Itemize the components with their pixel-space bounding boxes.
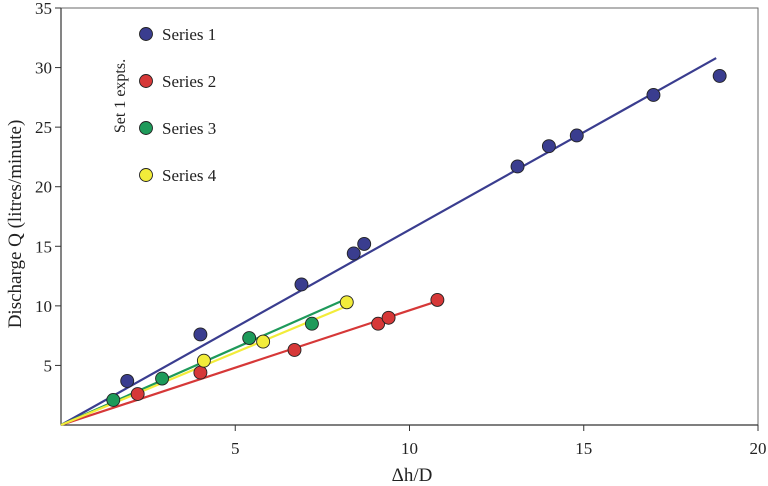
legend-marker-series-2: [139, 74, 153, 88]
legend-label-series-2: Series 2: [162, 72, 216, 91]
legend: Set 1 expts. Series 1 Series 2 Series 3 Seri…: [112, 25, 217, 185]
y-tick-label-15: 15: [35, 237, 52, 256]
point-series-2-5: [381, 310, 396, 325]
legend-marker-series-3: [139, 121, 153, 135]
y-tick-label-35: 35: [35, 0, 52, 18]
y-axis-label: Discharge Q (litres/minute): [5, 120, 26, 329]
point-series-3-3: [242, 331, 257, 345]
point-series-2-6: [430, 292, 445, 307]
point-series-1-6: [510, 159, 525, 174]
legend-label-series-4: Series 4: [162, 166, 217, 185]
fit-line-series-1: [60, 57, 717, 426]
point-series-1-4: [346, 246, 361, 261]
legend-marker-series-1: [139, 27, 153, 41]
y-tick-label-5: 5: [44, 356, 53, 375]
point-series-1-2: [193, 327, 208, 342]
axis-labels: Δh/D Discharge Q (litres/minute): [5, 120, 432, 486]
point-series-4-1: [196, 353, 211, 368]
data-points: [106, 68, 727, 407]
x-tick-label-15: 15: [575, 439, 592, 458]
point-series-1-10: [712, 68, 727, 83]
point-series-1-9: [646, 88, 661, 102]
legend-title: Set 1 expts.: [112, 59, 129, 133]
y-tick-label-25: 25: [35, 118, 52, 137]
x-tick-label-5: 5: [231, 439, 240, 458]
x-axis-label: Δh/D: [392, 465, 433, 486]
legend-label-series-3: Series 3: [162, 119, 216, 138]
y-tick-label-30: 30: [35, 59, 52, 78]
y-tick-label-10: 10: [35, 297, 52, 316]
point-series-1-5: [357, 236, 372, 251]
point-series-1-7: [541, 139, 556, 154]
point-series-2-4: [371, 316, 386, 331]
point-series-4-3: [339, 295, 354, 310]
legend-label-series-1: Series 1: [162, 25, 216, 44]
point-series-1-3: [294, 277, 309, 292]
point-series-3-1: [106, 393, 121, 407]
point-series-2-1: [130, 387, 145, 401]
plot-frame: [60, 7, 759, 426]
point-series-3-4: [304, 316, 319, 331]
legend-marker-series-4: [139, 168, 153, 182]
axes: 5 10 15 20 5 10 15 20 25 30 35: [35, 0, 767, 458]
point-series-1-8: [569, 128, 584, 143]
x-tick-label-20: 20: [750, 439, 767, 458]
point-series-2-2: [193, 365, 208, 380]
fit-lines: [60, 57, 717, 427]
x-tick-label-10: 10: [401, 439, 418, 458]
point-series-4-2: [256, 334, 271, 349]
point-series-3-2: [155, 371, 170, 386]
point-series-2-3: [287, 342, 302, 357]
point-series-1-1: [120, 373, 135, 388]
y-tick-label-20: 20: [35, 178, 52, 197]
